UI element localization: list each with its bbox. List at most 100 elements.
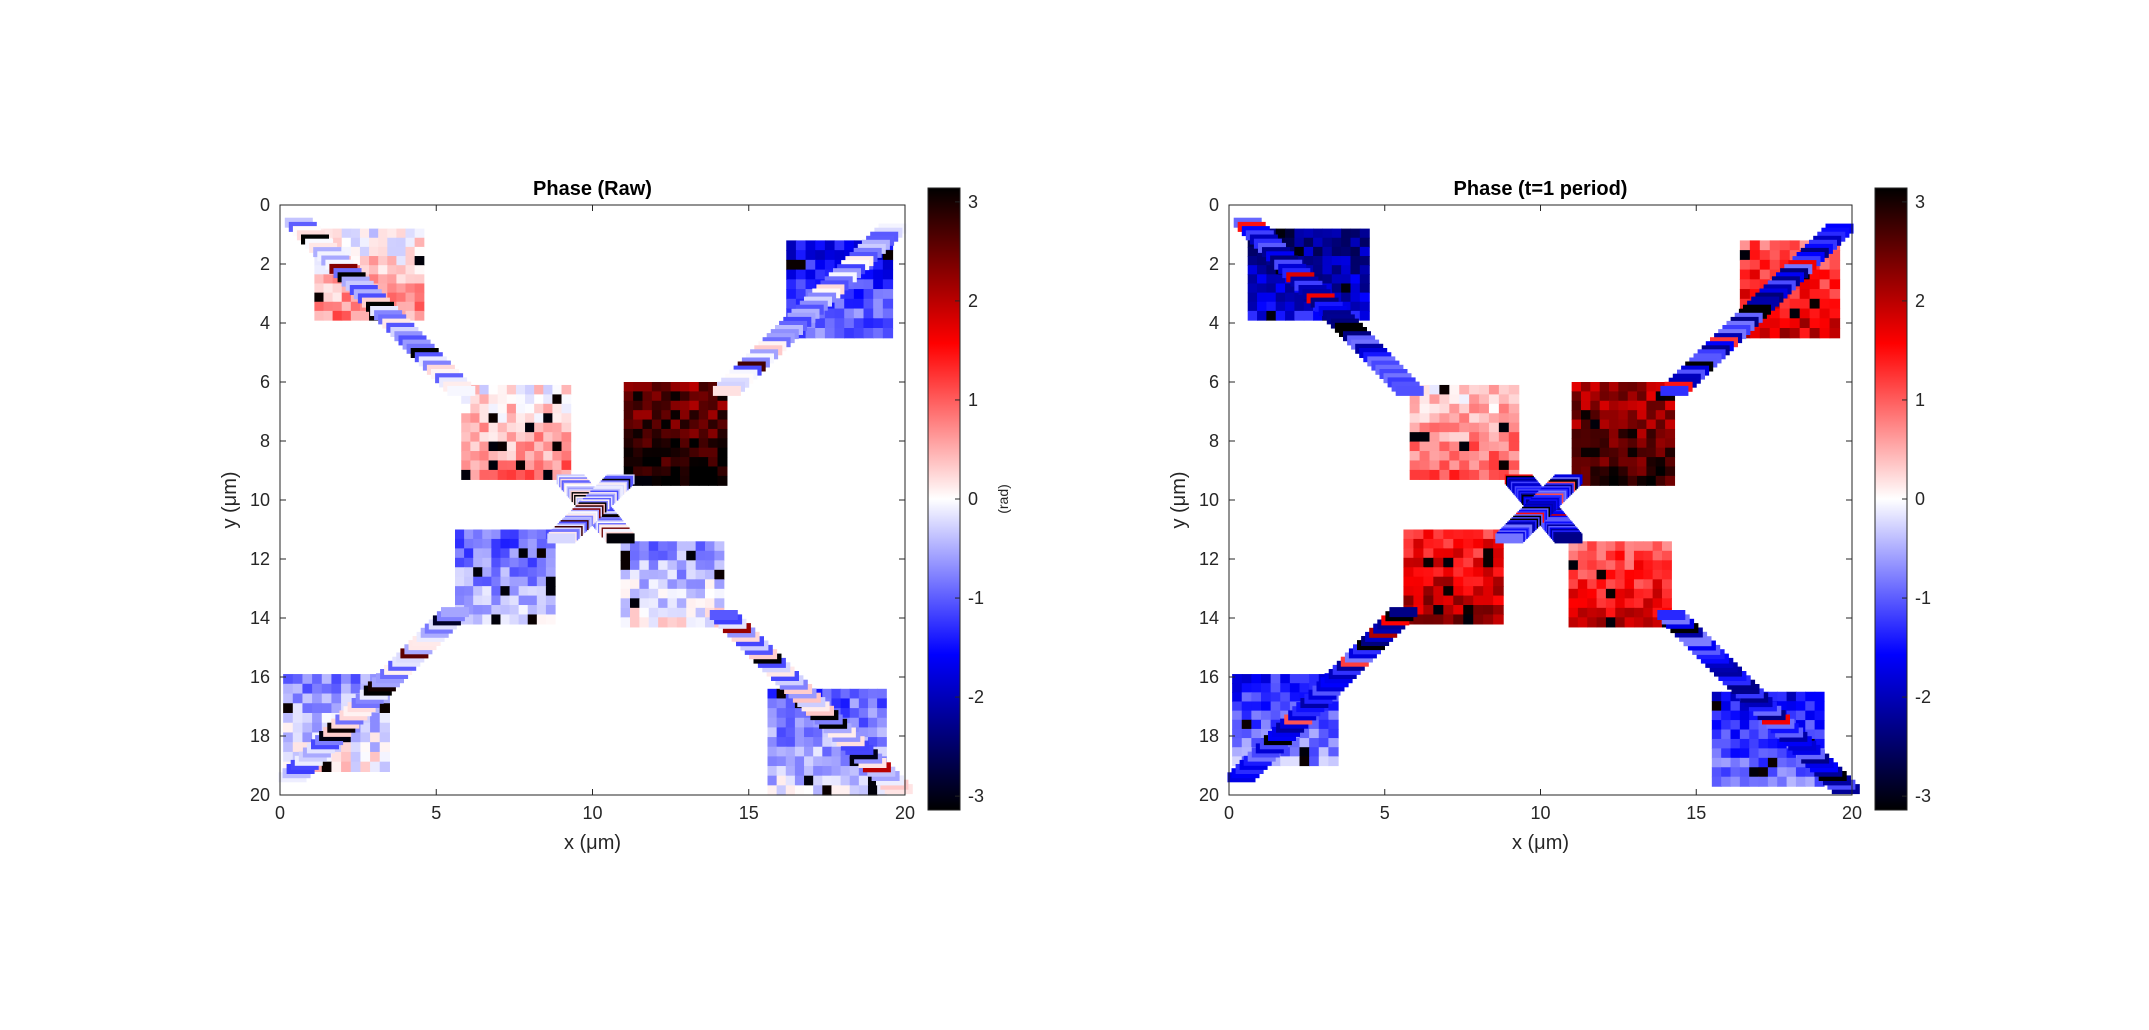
heatmap-cell (1590, 410, 1601, 421)
heatmap-cell (1309, 747, 1320, 757)
heatmap-cell (536, 557, 547, 568)
heatmap-cell (1661, 541, 1672, 552)
heatmap-cell (479, 451, 490, 462)
heatmap-cell (1322, 274, 1333, 285)
heatmap-cell (698, 410, 709, 421)
heatmap-cell (1479, 432, 1490, 443)
colorbar-tick-label: -1 (968, 588, 984, 608)
heatmap-cell (1322, 228, 1333, 239)
heatmap-cell (1257, 292, 1267, 303)
heatmap-cell (676, 541, 687, 552)
heatmap-cell (794, 756, 805, 767)
heatmap-cell (1665, 400, 1676, 411)
heatmap-cell (1721, 720, 1732, 731)
heatmap-cell (623, 428, 634, 439)
heatmap-cell (1805, 710, 1816, 721)
heatmap-cell (1261, 674, 1272, 684)
heatmap-cell (359, 237, 370, 248)
heatmap-cell (1479, 451, 1490, 462)
heatmap-cell (405, 265, 416, 275)
heatmap-cell (479, 384, 490, 395)
heatmap-cell (849, 717, 860, 729)
heatmap-cell (717, 391, 728, 402)
heatmap-cell (767, 756, 778, 767)
heatmap-cell (1409, 460, 1421, 471)
heatmap-cell (292, 712, 304, 724)
heatmap-cell (840, 688, 851, 700)
heatmap-region (1568, 541, 1672, 628)
heatmap-cell (359, 310, 370, 321)
heatmap-cell (1596, 569, 1607, 580)
heatmap-cell (1419, 451, 1431, 462)
heatmap-cell (1799, 298, 1811, 310)
heatmap-cell (786, 298, 797, 310)
heatmap-cell (1341, 256, 1352, 266)
heatmap-cell (1789, 318, 1801, 329)
heatmap-cell (1459, 441, 1470, 452)
heatmap-cell (786, 250, 797, 261)
heatmap-cell (661, 410, 672, 421)
heatmap-cell (369, 265, 379, 275)
heatmap-cell (1571, 428, 1582, 439)
heatmap-cell (341, 310, 352, 321)
heatmap-cell (689, 438, 700, 449)
heatmap-cell (1241, 692, 1252, 703)
heatmap-cell (1749, 250, 1761, 261)
heatmap-cell (534, 394, 544, 405)
heatmap-cell (1469, 422, 1480, 433)
heatmap-cell (1498, 469, 1510, 480)
heatmap-cell (1488, 394, 1500, 405)
heatmap-cell (840, 708, 851, 719)
heatmap-cell (1627, 382, 1638, 392)
heatmap-cell (473, 576, 483, 587)
heatmap-cell (1615, 550, 1626, 561)
heatmap-cell (341, 742, 352, 753)
heatmap-cell (1730, 720, 1741, 731)
heatmap-cell (709, 610, 738, 620)
heatmap-cell (369, 237, 379, 248)
heatmap-cell (1587, 550, 1598, 561)
heatmap-cell (822, 775, 833, 786)
heatmap-cell (658, 579, 669, 590)
heatmap-cell (1350, 274, 1361, 285)
heatmap-cell (396, 228, 407, 239)
heatmap-cell (461, 451, 471, 462)
heatmap-cell (491, 538, 502, 549)
heatmap-cell (1359, 310, 1370, 321)
heatmap-cell (815, 240, 826, 251)
heatmap-cell (623, 391, 634, 402)
heatmap-cell (651, 419, 662, 430)
heatmap-cell (369, 246, 379, 257)
heatmap-cell (1596, 598, 1607, 609)
heatmap-cell (1587, 579, 1598, 590)
colorbar-tick-label: 2 (968, 291, 978, 311)
heatmap-cell (283, 693, 294, 704)
heatmap-cell (543, 432, 553, 443)
heatmap-cell (1409, 422, 1421, 433)
heatmap-cell (849, 775, 860, 786)
heatmap-cell (1655, 428, 1666, 439)
heatmap-cell (314, 310, 325, 321)
heatmap-cell (651, 400, 662, 411)
heatmap-cell (1409, 469, 1421, 480)
heatmap-cell (1473, 529, 1484, 540)
heatmap-cell (1419, 422, 1431, 433)
heatmap-cell (1508, 460, 1520, 471)
heatmap-cell (1646, 400, 1657, 411)
heatmap-cell (497, 394, 508, 405)
heatmap-cell (552, 394, 563, 405)
heatmap-cell (661, 466, 672, 477)
heatmap-cell (396, 237, 407, 248)
heatmap-cell (1359, 265, 1370, 275)
heatmap-cell (387, 228, 397, 239)
heatmap-cell (648, 598, 659, 609)
heatmap-cell (464, 614, 474, 625)
heatmap-cell (639, 541, 650, 552)
heatmap-cell (767, 775, 778, 786)
heatmap-cell (633, 466, 644, 477)
heatmap-cell (1508, 441, 1520, 452)
heatmap-cell (824, 318, 836, 329)
heatmap-cell (1508, 432, 1520, 443)
heatmap-cell (1449, 394, 1460, 405)
heatmap-cell (360, 674, 371, 685)
